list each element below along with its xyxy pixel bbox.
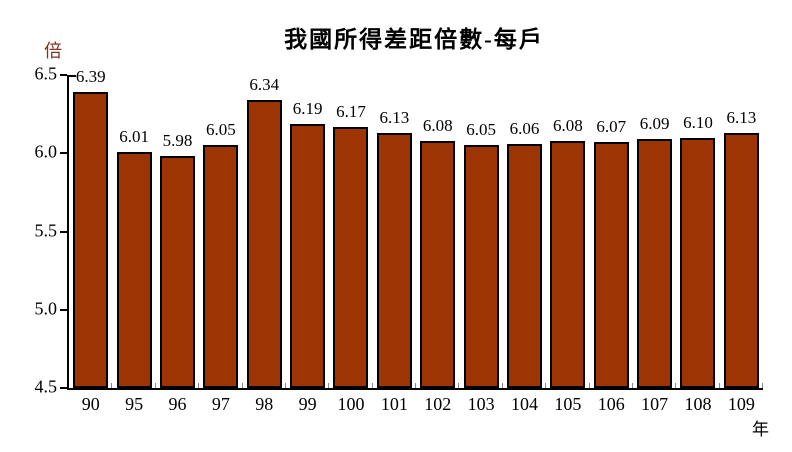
x-axis-category-label: 105	[554, 394, 582, 414]
x-axis-boundary-tick	[371, 383, 373, 388]
y-axis-tick-label: 6.0	[34, 141, 58, 162]
x-axis-category-label: 100	[337, 394, 365, 414]
bar-value-label: 5.98	[162, 131, 193, 151]
x-axis-boundary-tick	[545, 383, 547, 388]
bar	[593, 142, 629, 388]
bar	[333, 126, 369, 388]
y-axis-tick	[60, 308, 67, 311]
x-axis-category-label: 101	[380, 394, 408, 414]
x-axis-boundary-tick	[501, 383, 503, 388]
y-axis-tick	[60, 74, 67, 76]
x-axis-category-label: 95	[125, 394, 144, 414]
x-axis-boundary-tick	[111, 383, 113, 388]
y-axis-tick	[60, 230, 67, 233]
bar	[73, 92, 109, 388]
bar-value-label: 6.34	[249, 75, 280, 95]
y-axis-tick-label: 6.5	[34, 63, 58, 84]
x-axis-category-label: 108	[684, 394, 712, 414]
bar-value-label: 6.08	[422, 115, 453, 135]
bar-value-label: 6.19	[292, 98, 323, 118]
bar	[463, 145, 499, 388]
x-axis-category-label: 109	[727, 394, 755, 414]
chart-title: 我國所得差距倍數-每戶	[284, 27, 544, 52]
y-axis-tick	[60, 152, 67, 155]
bar-value-label: 6.05	[205, 120, 236, 140]
x-axis-boundary-tick	[328, 383, 330, 388]
bar-value-label: 6.06	[509, 118, 540, 138]
y-axis-tick-label: 4.5	[34, 376, 58, 397]
x-axis-boundary-tick	[762, 383, 763, 388]
x-axis-boundary-tick	[675, 383, 677, 388]
x-axis-category-label: 97	[211, 394, 230, 414]
bar	[550, 140, 586, 388]
x-axis-category-label: 96	[168, 394, 187, 414]
x-axis-category-label: 102	[424, 394, 452, 414]
bar-value-label: 6.08	[552, 115, 583, 135]
bar	[116, 151, 152, 388]
x-axis-unit-label: 年	[752, 420, 769, 439]
bar	[723, 132, 759, 388]
x-axis-boundary-tick	[458, 383, 460, 388]
y-axis-tick-label: 5.5	[34, 219, 58, 240]
bar-value-label: 6.17	[336, 101, 366, 121]
y-axis-top-tick	[69, 75, 76, 77]
bar-value-label: 6.10	[683, 112, 713, 132]
x-axis-category-label: 104	[510, 394, 538, 414]
x-axis-boundary-tick	[241, 383, 243, 388]
bar-value-label: 6.07	[596, 117, 627, 137]
bar	[680, 137, 716, 388]
bar-value-label: 6.09	[639, 114, 670, 134]
bar-value-label: 6.13	[726, 107, 757, 127]
bar	[637, 139, 673, 388]
x-axis-category-label: 106	[597, 394, 625, 414]
x-axis-category-label: 90	[81, 394, 100, 414]
x-axis-category-label: 98	[255, 394, 274, 414]
bar-value-label: 6.13	[379, 107, 410, 127]
bar	[159, 156, 195, 388]
y-axis-tick	[60, 387, 67, 389]
bar	[203, 145, 239, 388]
bar-value-label: 6.05	[466, 120, 496, 140]
x-axis-category-label: 99	[298, 394, 317, 414]
x-axis-boundary-tick	[631, 383, 633, 388]
bar	[420, 140, 456, 388]
x-axis-category-label: 103	[467, 394, 495, 414]
x-axis-boundary-tick	[198, 383, 200, 388]
x-axis-category-label: 107	[641, 394, 669, 414]
bar	[376, 132, 412, 388]
bar-value-label: 6.39	[75, 67, 106, 87]
x-axis-boundary-tick	[154, 383, 156, 388]
x-axis-boundary-tick	[415, 383, 416, 388]
bar	[506, 143, 542, 388]
x-axis-boundary-tick	[718, 383, 720, 388]
plot-area: 6.5 6.0 5.5 5.0 4.5 6.39 90 6.01 95 5.98 96 6.05 97 6…	[35, 63, 763, 414]
bar	[246, 100, 282, 388]
y-axis-unit-label: 倍	[44, 41, 62, 61]
y-axis-tick-label: 5.0	[34, 298, 58, 319]
bar	[290, 123, 326, 388]
x-axis-boundary-tick	[284, 383, 286, 388]
bar-value-label: 6.01	[119, 126, 149, 146]
x-axis-boundary-tick	[588, 383, 590, 388]
